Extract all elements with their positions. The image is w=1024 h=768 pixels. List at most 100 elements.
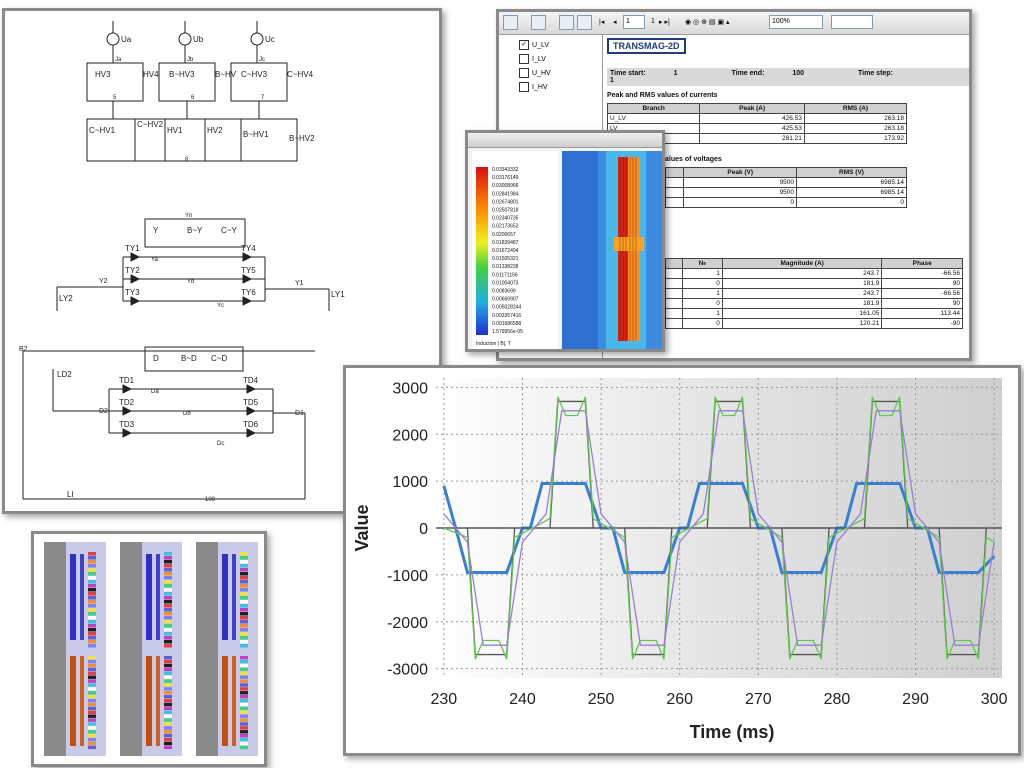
winding-turn <box>240 572 248 576</box>
legend-value: 0.01004073 <box>492 280 519 286</box>
x-tick-label: 260 <box>666 691 693 708</box>
winding-turn <box>88 687 96 691</box>
winding-turn <box>240 616 248 620</box>
legend-value: 0.005028244 <box>492 305 521 311</box>
winding-turn <box>88 564 96 568</box>
winding-turn <box>164 616 172 620</box>
x-tick-label: 280 <box>824 691 851 708</box>
winding-turn <box>88 588 96 592</box>
winding-turn <box>164 687 172 691</box>
legend-value: 0.03176149 <box>492 175 519 181</box>
tool-icons[interactable]: ◉ ◎ ⊕ ▤ ▣ ▴ <box>685 19 730 26</box>
checkbox-icon[interactable] <box>519 82 529 93</box>
export-icon[interactable] <box>559 15 574 30</box>
winding-turn <box>164 675 172 679</box>
series-line <box>443 410 995 646</box>
search-input[interactable] <box>831 15 873 29</box>
winding-turn <box>88 592 96 596</box>
legend-value: 0.03008966 <box>492 183 519 189</box>
winding-turn <box>88 552 96 556</box>
legend-value: 0.02841984 <box>492 191 519 197</box>
tree-toggle-icon[interactable] <box>531 15 546 30</box>
legend-value: 0.00669907 <box>492 297 519 303</box>
winding-turn <box>164 741 172 746</box>
winding-turn <box>164 608 172 612</box>
legend-value: 1.579956e-05 <box>492 329 523 335</box>
hv-winding <box>80 656 84 746</box>
zoom-select[interactable]: 100% <box>769 15 823 29</box>
checkbox-checked-icon[interactable]: ✓ <box>519 40 529 51</box>
winding-turn <box>164 737 172 742</box>
legend-value: 0.0083699 <box>492 289 516 295</box>
svg-text:Uc: Uc <box>265 35 275 44</box>
winding-turn <box>164 706 172 711</box>
svg-text:TY4: TY4 <box>241 244 256 253</box>
winding-turn <box>88 730 96 734</box>
tree-item-u-lv[interactable]: ✓ U_LV <box>519 40 549 51</box>
table-row: 0 120.21 -90 <box>665 318 963 329</box>
winding-turn <box>88 644 96 648</box>
winding-turn <box>240 683 248 687</box>
winding-turn <box>164 580 172 584</box>
winding-turn <box>88 556 96 560</box>
table-row: 9500 6985.14 <box>664 187 907 198</box>
winding-turn <box>88 608 96 612</box>
legend-value: 0.01672404 <box>492 248 519 254</box>
lv-winding <box>146 656 152 746</box>
winding-turn <box>88 572 96 576</box>
winding-turn <box>240 560 248 564</box>
x-tick-label: 250 <box>588 691 615 708</box>
lv-winding <box>146 554 152 640</box>
lv-winding <box>222 554 228 640</box>
winding-turn <box>240 612 248 616</box>
next-page-icon[interactable]: ▸ ▸| <box>659 19 670 26</box>
winding-turn <box>240 568 248 572</box>
chart-icon[interactable] <box>503 15 518 30</box>
winding-turn <box>240 722 248 726</box>
winding-turn <box>164 644 172 648</box>
winding-turn <box>240 608 248 612</box>
winding-turn <box>240 745 248 750</box>
save-icon[interactable] <box>577 15 592 30</box>
first-page-icon[interactable]: |◂ <box>599 19 605 26</box>
y-tick-label: 1000 <box>392 474 428 491</box>
tree-item-i-lv[interactable]: I_LV <box>519 54 546 65</box>
tree-item-i-hv[interactable]: I_HV <box>519 82 548 93</box>
winding-turn <box>164 726 172 730</box>
winding-turn <box>88 612 96 616</box>
field-toolbar[interactable] <box>468 133 662 148</box>
table-row: U_LV 426.53 263.18 <box>606 113 908 124</box>
svg-text:Da: Da <box>151 389 159 395</box>
winding-turn <box>240 632 248 636</box>
hv-winding-row-2: C~HV1 C~HV2 HV1 HV2 B~HV1 B~HV2 8 <box>86 101 315 163</box>
legend-value: 0.02340735 <box>492 216 519 222</box>
winding-turn <box>88 710 96 714</box>
checkbox-icon[interactable] <box>519 54 529 65</box>
winding-turn <box>88 663 96 668</box>
table-row: 0 181.9 90 <box>665 298 963 309</box>
svg-text:D: D <box>153 354 159 363</box>
field-legend: 0.03343332 0.03176149 0.03008966 0.02841984… <box>472 151 558 349</box>
series-line <box>443 396 995 660</box>
svg-text:TY3: TY3 <box>125 288 140 297</box>
table-row: 1 243.7 -66.56 <box>665 268 963 279</box>
winding-turn <box>240 556 248 560</box>
checkbox-icon[interactable] <box>519 68 529 79</box>
svg-text:TY1: TY1 <box>125 244 140 253</box>
prev-page-icon[interactable]: ◂ <box>613 19 617 26</box>
winding-turn <box>88 560 96 564</box>
winding-turn <box>164 556 172 560</box>
hv-winding <box>232 656 236 746</box>
svg-text:Y2: Y2 <box>99 278 108 285</box>
page-number-input[interactable]: 1 <box>623 15 645 29</box>
winding-turn <box>88 734 96 738</box>
winding-turn <box>240 702 248 707</box>
tree-item-u-hv[interactable]: U_HV <box>519 68 551 79</box>
winding-turn <box>88 624 96 628</box>
circuit-schematic: Ua Ub Uc Ja Jb Jc HV3 HV4 B~HV3 B~HV C~H… <box>2 8 442 514</box>
winding-turn <box>164 695 172 699</box>
y-tick-label: -3000 <box>387 662 428 679</box>
x-tick-label: 230 <box>431 691 458 708</box>
winding-turn <box>240 564 248 568</box>
legend-value: 0.003357416 <box>492 313 521 319</box>
